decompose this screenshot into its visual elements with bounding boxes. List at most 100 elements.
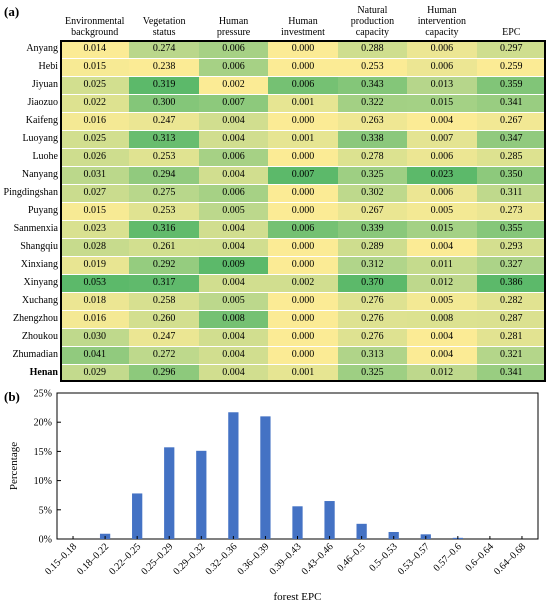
column-header: Vegetation status — [129, 4, 198, 38]
heatmap-cell: 0.319 — [129, 76, 199, 94]
heatmap-cell: 0.000 — [268, 256, 338, 274]
heatmap-cell: 0.276 — [337, 292, 408, 310]
heatmap-cell: 0.023 — [407, 166, 477, 184]
heatmap-cell: 0.001 — [268, 94, 338, 112]
column-header-line: Human — [427, 5, 457, 16]
row-label: Xuchang — [21, 295, 58, 306]
heatmap-cell: 0.260 — [129, 310, 199, 328]
column-header-line: Vegetation — [142, 16, 186, 27]
heatmap-cell: 0.287 — [476, 310, 546, 328]
column-header-line: Environmental — [64, 16, 125, 27]
heatmap-cell: 0.000 — [268, 346, 338, 364]
heatmap-cell: 0.012 — [407, 364, 477, 382]
heatmap-cell: 0.343 — [337, 76, 408, 94]
heatmap-cell: 0.000 — [268, 202, 338, 220]
heatmap-cell: 0.001 — [268, 364, 338, 382]
x-tick-label: 0.18–0.22 — [75, 541, 111, 577]
heatmap-cell: 0.300 — [129, 94, 199, 112]
bar — [356, 523, 367, 539]
heatmap-cell: 0.014 — [60, 40, 130, 58]
heatmap-cell: 0.027 — [60, 184, 130, 202]
heatmap-cell: 0.041 — [60, 346, 130, 364]
heatmap-cell: 0.359 — [476, 76, 546, 94]
column-header-line: EPC — [502, 27, 521, 38]
heatmap-cell: 0.312 — [337, 256, 408, 274]
heatmap-cell: 0.259 — [476, 58, 546, 76]
row-label: Hebi — [38, 61, 58, 72]
column-header-line: Human — [218, 16, 249, 27]
heatmap-cell: 0.325 — [337, 364, 408, 382]
heatmap-cell: 0.004 — [198, 328, 269, 346]
heatmap-cell: 0.006 — [407, 184, 477, 202]
heatmap-cell: 0.253 — [337, 58, 408, 76]
x-tick-label: 0.64–0.68 — [492, 541, 528, 577]
row-separator — [60, 274, 546, 275]
row-label: Luohe — [32, 151, 58, 162]
bar — [260, 416, 271, 539]
row-separator — [60, 76, 546, 77]
row-separator — [60, 94, 546, 95]
heatmap-cell: 0.025 — [60, 130, 130, 148]
x-tick-label: 0.5–0.53 — [367, 541, 400, 574]
bar — [292, 506, 303, 539]
heatmap-cell: 0.004 — [198, 346, 269, 364]
heatmap-cell: 0.317 — [129, 274, 199, 292]
heatmap-cell: 0.006 — [407, 58, 477, 76]
heatmap-cell: 0.341 — [476, 94, 546, 112]
row-separator — [60, 364, 546, 365]
heatmap-cell: 0.009 — [198, 256, 269, 274]
heatmap-cell: 0.022 — [60, 94, 130, 112]
heatmap-cell: 0.012 — [407, 274, 477, 292]
y-tick-label: 5% — [39, 505, 52, 516]
row-separator — [60, 166, 546, 167]
heatmap-cell: 0.005 — [407, 202, 477, 220]
row-label: Nanyang — [21, 169, 58, 180]
x-axis-title: forest EPC — [274, 591, 322, 603]
column-header: Natural production capacity — [338, 4, 407, 38]
heatmap-cell: 0.015 — [60, 202, 130, 220]
heatmap-cell: 0.316 — [129, 220, 199, 238]
heatmap-table: Environmental background Vegetation status H… — [4, 4, 546, 382]
row-separator — [60, 346, 546, 347]
y-tick-label: 25% — [34, 389, 52, 400]
heatmap-cell: 0.004 — [198, 364, 269, 382]
heatmap-cell: 0.370 — [337, 274, 408, 292]
heatmap-cell: 0.015 — [407, 94, 477, 112]
x-tick-label: 0.29–0.32 — [171, 541, 207, 577]
x-tick-label: 0.46–0.5 — [335, 541, 368, 574]
heatmap-cell: 0.325 — [337, 166, 408, 184]
y-tick-label: 15% — [34, 447, 52, 458]
x-tick-label: 0.36–0.39 — [235, 541, 271, 577]
heatmap-cell: 0.297 — [476, 40, 546, 58]
panel-label-a: (a) — [4, 4, 20, 19]
heatmap-cell: 0.005 — [198, 202, 269, 220]
heatmap-cell: 0.261 — [129, 238, 199, 256]
heatmap-cell: 0.276 — [337, 310, 408, 328]
heatmap-cell: 0.338 — [337, 130, 408, 148]
row-label: Zhengzhou — [13, 313, 58, 324]
bar — [324, 501, 335, 539]
row-label: Jiyuan — [31, 79, 58, 90]
heatmap-cell: 0.000 — [268, 238, 338, 256]
x-tick-label: 0.6–0.64 — [463, 541, 496, 574]
x-tick-label: 0.43–0.46 — [300, 541, 336, 577]
row-separator — [60, 256, 546, 257]
heatmap-cell: 0.002 — [268, 274, 338, 292]
heatmap-cell: 0.006 — [407, 148, 477, 166]
row-label: Luoyang — [22, 133, 58, 144]
heatmap-cell: 0.000 — [268, 148, 338, 166]
heatmap-cell: 0.275 — [129, 184, 199, 202]
heatmap-cell: 0.258 — [129, 292, 199, 310]
heatmap-cell: 0.006 — [198, 184, 269, 202]
heatmap-cell: 0.288 — [337, 40, 408, 58]
column-header-line: Human — [288, 16, 318, 27]
heatmap-cell: 0.001 — [268, 130, 338, 148]
heatmap-cell: 0.293 — [476, 238, 546, 256]
row-label: Henan — [29, 367, 58, 378]
heatmap-cell: 0.016 — [60, 112, 130, 130]
heatmap-cell: 0.004 — [198, 220, 269, 238]
heatmap-cell: 0.000 — [268, 310, 338, 328]
heatmap-cell: 0.000 — [268, 292, 338, 310]
heatmap-cell: 0.267 — [337, 202, 408, 220]
heatmap-cell: 0.273 — [476, 202, 546, 220]
